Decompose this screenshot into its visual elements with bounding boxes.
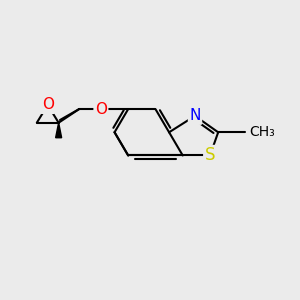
Text: CH₃: CH₃ xyxy=(250,125,275,139)
Text: S: S xyxy=(205,146,215,164)
Text: O: O xyxy=(95,102,107,117)
Polygon shape xyxy=(56,123,62,138)
Text: O: O xyxy=(42,98,54,112)
Text: N: N xyxy=(189,108,201,123)
